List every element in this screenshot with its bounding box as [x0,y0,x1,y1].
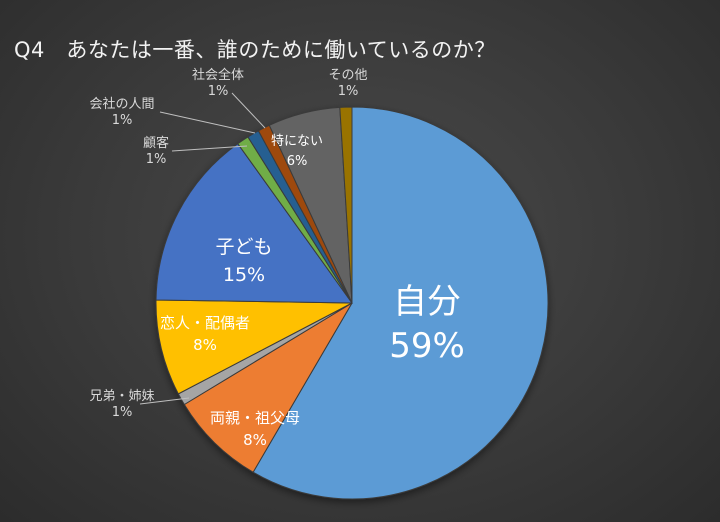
leader-line [171,145,248,152]
slice-value: 1% [208,84,229,99]
slice-label: 顧客 1% [143,135,169,167]
slice-value: 15% [223,264,265,286]
leader-line [231,92,266,129]
slice-value: 8% [243,431,267,449]
slice-label: 兄弟・姉妹 1% [89,389,154,420]
pie-slice [339,106,353,304]
chart-title: Q4 あなたは一番、誰のために働いているのか？ [14,38,496,62]
slice-category: 兄弟・姉妹 [89,389,154,404]
slice-label: 社会全体 1% [192,67,244,99]
slice-label: 恋人・配偶者 8% [160,314,250,354]
slice-value: 1% [112,405,133,420]
slice-category: 両親・祖父母 [210,409,300,427]
slice-value: 6% [287,154,308,169]
pie-slice [155,143,353,304]
slice-value: 59% [389,326,465,366]
slice-category: 顧客 [143,135,169,151]
slice-category: 特にない [271,134,323,149]
slice-label: その他 1% [328,68,367,99]
pie-slice [252,106,549,500]
slice-value: 1% [338,84,359,99]
slice-value: 8% [193,336,217,354]
slice-category: 社会全体 [192,67,244,83]
slice-value: 1% [146,152,167,167]
slice-category: 恋人・配偶者 [160,314,250,332]
slice-label: 両親・祖父母 8% [210,409,300,449]
slice-label: 子ども 15% [215,236,272,286]
pie-slice [183,302,353,473]
slice-label: 会社の人間 1% [89,96,154,128]
slice-label: 特にない 6% [271,134,323,169]
pie-slice [155,299,353,395]
slice-label: 自分 59% [389,282,465,366]
slice-category: 会社の人間 [89,96,154,112]
leader-line [139,397,190,405]
leader-line [159,111,256,134]
slice-category: その他 [328,68,367,83]
slice-category: 子ども [215,236,272,258]
slice-category: 自分 [393,282,461,322]
slice-value: 1% [112,113,133,128]
